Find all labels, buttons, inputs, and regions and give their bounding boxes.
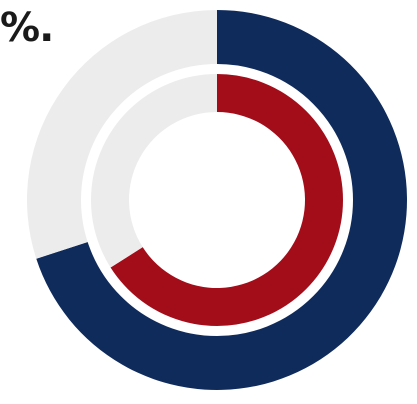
outer-ring-remainder-slice	[26, 10, 218, 259]
percent-text-fragment: %.	[0, 5, 54, 51]
ring-separator	[81, 64, 353, 336]
inner-ring-value-slice	[107, 70, 347, 330]
